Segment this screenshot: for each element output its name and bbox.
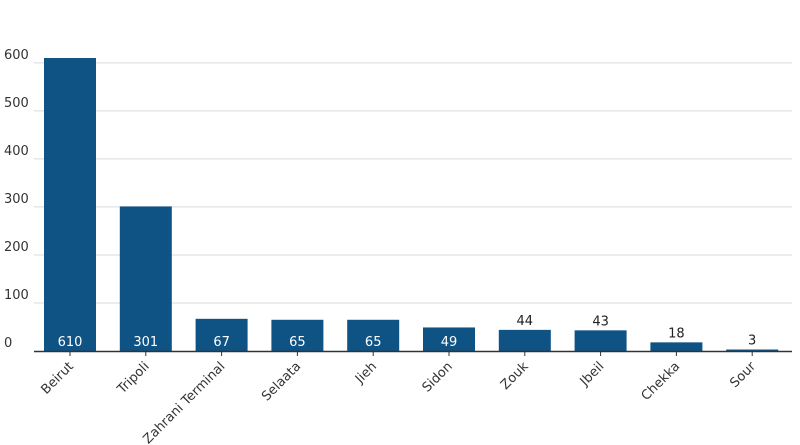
y-tick-label: 300 [4,192,29,207]
y-tick-label: 200 [4,240,29,255]
bar [498,329,551,351]
y-tick-label: 500 [4,96,29,111]
bar [44,58,96,351]
y-tick-label: 400 [4,144,29,159]
x-tick-label: Sour [727,359,759,391]
bar [271,319,324,351]
x-tick-label: Jbeil [577,359,608,390]
x-tick-label: Chekka [639,359,684,404]
bar [347,319,400,351]
y-tick-label: 600 [4,48,29,63]
x-tick-label: Tripoli [114,359,152,397]
bar [574,330,627,351]
y-tick-label: 100 [4,288,29,303]
data-label: 67 [213,335,230,350]
bar [650,342,703,351]
data-label: 43 [592,314,609,329]
bar [423,327,475,351]
data-label: 49 [441,335,458,350]
x-tick-label: Jieh [352,359,380,387]
data-label: 44 [517,314,534,329]
x-tick-label: Beirut [38,359,76,397]
data-label: 65 [365,335,382,350]
x-tick-label: Zouk [498,359,532,393]
y-axis: 0 100 200 300 400 500 600 [4,48,29,351]
data-label: 301 [133,335,158,350]
y-tick-label: 0 [4,336,12,351]
bar [726,349,779,351]
data-label: 3 [748,334,756,349]
data-label: 18 [668,326,685,341]
x-tick-label: Sidon [420,359,456,395]
data-label: 610 [58,335,83,350]
x-tick-label: Selaata [259,359,304,404]
bar [119,206,172,351]
x-tick-label: Zahrani Terminal [140,359,228,445]
bars: 610 301 67 65 65 49 44 43 18 3 [44,58,779,351]
bar [195,318,248,351]
data-label: 65 [289,335,306,350]
